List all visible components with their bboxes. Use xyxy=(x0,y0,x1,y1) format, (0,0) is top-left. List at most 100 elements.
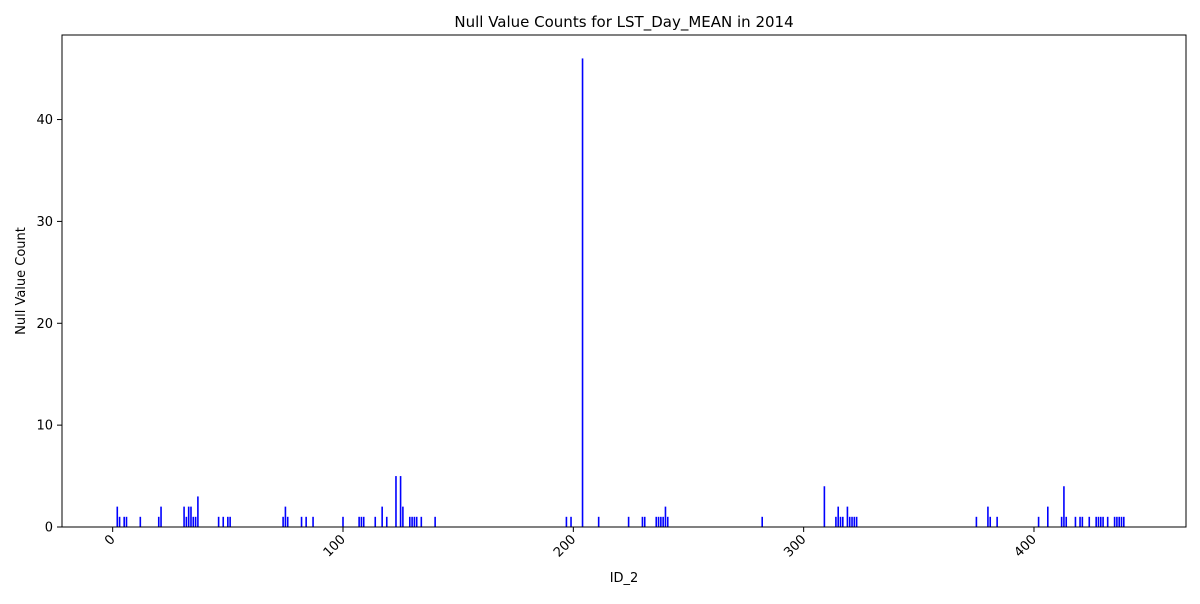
bar xyxy=(1113,516,1116,527)
bar xyxy=(284,506,287,527)
bar xyxy=(1106,516,1109,527)
bar xyxy=(300,516,303,527)
bar xyxy=(662,516,664,527)
plot-frame xyxy=(61,34,1187,528)
bar xyxy=(305,516,307,527)
x-tick-label: 400 xyxy=(1012,532,1040,560)
bar xyxy=(1047,506,1049,527)
bar xyxy=(1123,516,1125,527)
bar xyxy=(116,506,119,527)
bar xyxy=(123,516,125,527)
bar xyxy=(411,516,413,527)
bar xyxy=(1060,516,1063,527)
bar xyxy=(975,516,978,527)
bar xyxy=(402,506,404,527)
bar xyxy=(641,516,644,527)
x-axis: 0 100 200 300 400 xyxy=(102,527,1040,560)
bar xyxy=(286,516,289,527)
bar xyxy=(358,516,360,527)
bar xyxy=(1120,516,1123,527)
bar xyxy=(570,516,572,527)
bar xyxy=(420,516,423,527)
x-tick-label: 0 xyxy=(102,532,118,548)
bar xyxy=(1088,516,1091,527)
bar xyxy=(989,516,992,527)
x-tick-label: 200 xyxy=(551,532,579,560)
bar xyxy=(1065,516,1068,527)
bar xyxy=(1074,516,1077,527)
bar xyxy=(360,516,363,527)
bar xyxy=(434,516,436,527)
x-tick-label: 100 xyxy=(321,532,349,560)
bar xyxy=(342,516,344,527)
bar xyxy=(399,476,402,527)
bar xyxy=(853,516,856,527)
x-axis-title: ID_2 xyxy=(610,571,639,586)
bar xyxy=(197,496,199,527)
bar xyxy=(374,516,377,527)
bar xyxy=(1081,516,1084,527)
bar xyxy=(413,516,416,527)
bar xyxy=(846,506,849,527)
bar xyxy=(125,516,128,527)
y-tick-label: 0 xyxy=(45,521,53,536)
bar xyxy=(217,516,220,527)
bar xyxy=(183,506,185,527)
bar xyxy=(1095,516,1097,527)
bar xyxy=(643,516,646,527)
bar xyxy=(855,516,858,527)
bar xyxy=(666,516,669,527)
bar xyxy=(385,516,388,527)
bar xyxy=(1118,516,1121,527)
y-tick-label: 10 xyxy=(36,419,53,434)
y-tick-label: 40 xyxy=(36,113,53,128)
bar xyxy=(185,516,188,527)
bar xyxy=(1099,516,1102,527)
y-tick-label: 20 xyxy=(36,317,53,332)
bar xyxy=(835,516,837,527)
y-tick-label: 30 xyxy=(36,215,53,230)
bar xyxy=(395,476,397,527)
bar xyxy=(362,516,365,527)
bar xyxy=(160,506,162,527)
bar-group xyxy=(116,58,1125,528)
bar xyxy=(987,506,989,527)
bar xyxy=(1102,516,1104,527)
y-axis-title: Null Value Count xyxy=(14,227,29,335)
bar xyxy=(1097,516,1100,527)
bar xyxy=(194,516,197,527)
bar xyxy=(192,516,195,527)
bar xyxy=(581,58,584,528)
bar xyxy=(381,506,383,527)
bar xyxy=(1037,516,1040,527)
bar xyxy=(118,516,121,527)
bar xyxy=(660,516,662,527)
bar xyxy=(837,506,840,527)
bar xyxy=(1079,516,1081,527)
bar xyxy=(627,516,630,527)
bar xyxy=(657,516,660,527)
bar xyxy=(597,516,600,527)
bar xyxy=(655,516,658,527)
bar xyxy=(996,516,998,527)
bar xyxy=(222,516,225,527)
bar xyxy=(842,516,844,527)
bar xyxy=(823,486,826,527)
bar xyxy=(187,506,190,527)
bar xyxy=(1116,516,1118,527)
bar xyxy=(761,516,763,527)
x-tick-label: 300 xyxy=(781,532,809,560)
bar xyxy=(1063,486,1065,527)
y-axis: 0 10 20 30 40 xyxy=(36,113,62,536)
chart-title: Null Value Counts for LST_Day_MEAN in 20… xyxy=(454,13,793,32)
bar xyxy=(839,516,842,527)
bar xyxy=(851,516,853,527)
bar xyxy=(848,516,851,527)
bar xyxy=(408,516,411,527)
bar xyxy=(282,516,284,527)
bar xyxy=(415,516,418,527)
bar xyxy=(227,516,229,527)
bar xyxy=(565,516,568,527)
